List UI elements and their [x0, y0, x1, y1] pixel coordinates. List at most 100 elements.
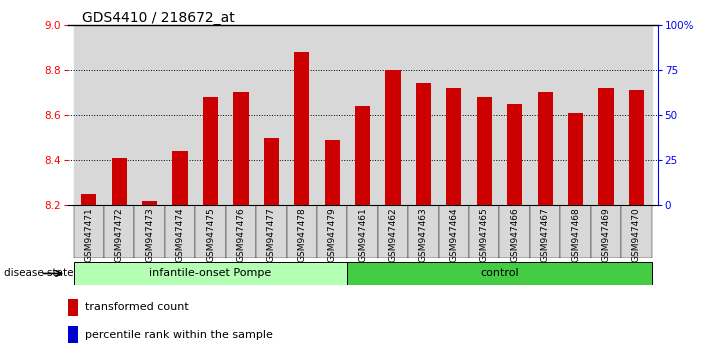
Point [114, 44, 125, 49]
Point [418, 44, 429, 49]
Bar [104, 205, 134, 258]
Bar [416, 84, 431, 205]
Bar [134, 25, 165, 205]
Bar [294, 52, 309, 205]
Point [540, 44, 551, 49]
Bar [560, 205, 591, 258]
Bar [74, 262, 348, 285]
Bar [591, 25, 621, 205]
Bar [74, 25, 104, 205]
Bar [348, 205, 378, 258]
Bar [538, 92, 552, 205]
Bar [530, 205, 560, 258]
Bar [256, 205, 287, 258]
Bar [439, 205, 469, 258]
Text: GSM947465: GSM947465 [480, 207, 488, 262]
Bar [629, 90, 644, 205]
Bar [104, 25, 134, 205]
Bar [81, 194, 97, 205]
Bar [348, 262, 651, 285]
Bar [500, 25, 530, 205]
Text: GSM947477: GSM947477 [267, 207, 276, 262]
Text: GSM947468: GSM947468 [571, 207, 580, 262]
Bar [233, 92, 249, 205]
Bar [225, 205, 256, 258]
Text: GSM947470: GSM947470 [632, 207, 641, 262]
Point [448, 44, 459, 49]
Bar [68, 299, 78, 315]
Bar [378, 205, 408, 258]
Bar [112, 158, 127, 205]
Bar [599, 88, 614, 205]
Bar [142, 201, 157, 205]
Bar [134, 205, 165, 258]
Bar [447, 88, 461, 205]
Point [235, 44, 247, 49]
Text: GSM947473: GSM947473 [145, 207, 154, 262]
Bar [385, 70, 400, 205]
Bar [408, 25, 439, 205]
Bar [355, 106, 370, 205]
Bar [173, 151, 188, 205]
Text: GSM947462: GSM947462 [388, 207, 397, 262]
Bar [476, 97, 492, 205]
Bar [568, 113, 583, 205]
Text: GDS4410 / 218672_at: GDS4410 / 218672_at [82, 11, 235, 25]
Bar [287, 25, 317, 205]
Text: GSM947471: GSM947471 [85, 207, 93, 262]
Bar [287, 205, 317, 258]
Bar [317, 205, 348, 258]
Bar [203, 97, 218, 205]
Text: GSM947464: GSM947464 [449, 207, 459, 262]
Bar [317, 25, 348, 205]
Point [357, 44, 368, 49]
Text: GSM947475: GSM947475 [206, 207, 215, 262]
Point [296, 40, 307, 46]
Bar [621, 205, 651, 258]
Text: GSM947474: GSM947474 [176, 207, 185, 262]
Bar [469, 205, 500, 258]
Text: GSM947469: GSM947469 [602, 207, 611, 262]
Text: GSM947461: GSM947461 [358, 207, 367, 262]
Bar [264, 138, 279, 205]
Bar [500, 205, 530, 258]
Point [144, 47, 156, 53]
Point [266, 44, 277, 49]
Bar [507, 104, 523, 205]
Bar [256, 25, 287, 205]
Text: percentile rank within the sample: percentile rank within the sample [85, 330, 273, 340]
Bar [165, 205, 196, 258]
Bar [408, 205, 439, 258]
Text: GSM947476: GSM947476 [237, 207, 245, 262]
Text: GSM947472: GSM947472 [114, 207, 124, 262]
Bar [591, 205, 621, 258]
Bar [439, 25, 469, 205]
Point [387, 40, 399, 46]
Bar [469, 25, 500, 205]
Bar [196, 25, 225, 205]
Bar [74, 205, 104, 258]
Bar [196, 205, 225, 258]
Text: infantile-onset Pompe: infantile-onset Pompe [149, 268, 272, 279]
Text: GSM947478: GSM947478 [297, 207, 306, 262]
Bar [68, 326, 78, 343]
Point [479, 44, 490, 49]
Bar [530, 25, 560, 205]
Text: GSM947479: GSM947479 [328, 207, 337, 262]
Bar [560, 25, 591, 205]
Point [326, 44, 338, 49]
Point [631, 40, 642, 46]
Point [570, 44, 581, 49]
Bar [165, 25, 196, 205]
Bar [225, 25, 256, 205]
Bar [325, 140, 340, 205]
Point [83, 44, 95, 49]
Bar [378, 25, 408, 205]
Point [600, 44, 611, 49]
Text: GSM947466: GSM947466 [510, 207, 519, 262]
Text: transformed count: transformed count [85, 302, 189, 312]
Text: GSM947467: GSM947467 [540, 207, 550, 262]
Text: control: control [480, 268, 519, 279]
Bar [621, 25, 651, 205]
Text: GSM947463: GSM947463 [419, 207, 428, 262]
